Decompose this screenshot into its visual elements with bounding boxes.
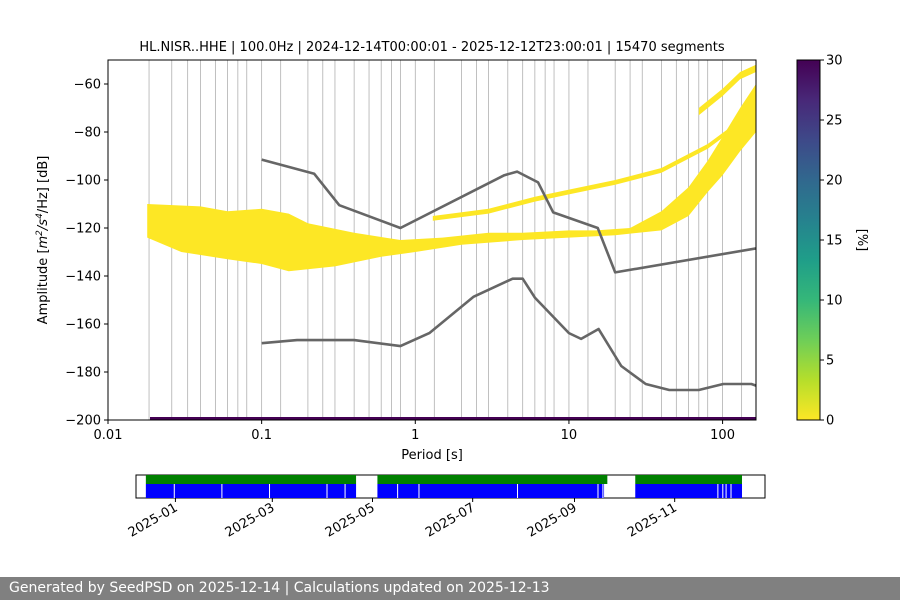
psd-gap-mark <box>597 484 599 498</box>
ppsd-plot-area: −60 −80 −100 −120 −140 −160 −180 −200 0.01 0.1 1 1… <box>65 59 757 443</box>
chart-title: HL.NISR..HHE | 100.0Hz | 2024-12-14T00:0… <box>139 40 725 55</box>
y-axis-ticks: −60 −80 −100 −120 −140 −160 −180 −200 <box>65 78 108 429</box>
psd-gap-mark <box>602 484 604 498</box>
colorbar-tick-label: 10 <box>826 294 843 309</box>
colorbar-label: [%] <box>854 229 869 252</box>
y-tick-label: −120 <box>65 222 101 237</box>
timeline-tick-label: 2025-01 <box>126 500 181 540</box>
psd-gap-mark <box>717 484 719 498</box>
y-tick-label: −60 <box>74 78 101 93</box>
psd-gap-mark <box>517 484 519 498</box>
y-tick-label: −80 <box>74 126 101 141</box>
data-available-bar <box>377 475 608 484</box>
noise-floor-band <box>147 84 756 272</box>
noise-models <box>261 158 756 392</box>
colorbar-tick-label: 0 <box>826 414 834 429</box>
psd-gap-mark <box>730 484 732 498</box>
data-available-bar <box>145 475 357 484</box>
x-tick-label: 0.01 <box>94 428 123 443</box>
y-tick-label: −100 <box>65 174 101 189</box>
timeline-tick-label: 2025-05 <box>323 500 378 540</box>
data-available-bars <box>145 475 743 484</box>
psd-density-bands <box>147 64 756 272</box>
colorbar-tick-label: 30 <box>826 54 843 69</box>
psd-computed-bar <box>145 484 357 498</box>
top-tail-band <box>698 64 756 116</box>
footer-banner: Generated by SeedPSD on 2025-12-14 | Cal… <box>0 577 900 600</box>
timeline-tick-label: 2025-03 <box>223 500 278 540</box>
data-availability-timeline: 2025-01 2025-03 2025-05 2025-07 2025-09 2025-… <box>126 474 766 541</box>
psd-gap-mark <box>269 484 271 498</box>
y-axis-label: Amplitude [m2/s4/Hz] [dB] <box>35 156 51 325</box>
x-tick-label: 10 <box>561 428 578 443</box>
x-axis-ticks: 0.01 0.1 1 10 100 <box>94 420 735 443</box>
timeline-tick-label: 2025-11 <box>625 500 680 540</box>
colorbar-gradient <box>796 59 821 421</box>
psd-computed-bars <box>145 484 743 498</box>
psd-gap-mark <box>173 484 175 498</box>
lowest-bin-strip <box>150 417 756 420</box>
colorbar-tick-label: 15 <box>826 234 843 249</box>
x-tick-label: 0.1 <box>251 428 272 443</box>
psd-computed-bar <box>377 484 605 498</box>
x-tick-label: 1 <box>411 428 419 443</box>
psd-gap-mark <box>397 484 399 498</box>
plot-frame <box>107 59 757 421</box>
psd-gap-mark <box>344 484 346 498</box>
colorbar: 0 5 10 15 20 25 30 [%] <box>796 54 869 429</box>
timeline-ticks: 2025-01 2025-03 2025-05 2025-07 2025-09 2025-… <box>126 498 680 541</box>
psd-gap-marks <box>173 484 732 498</box>
psd-gap-mark <box>326 484 328 498</box>
psd-gap-mark <box>418 484 420 498</box>
colorbar-tick-label: 20 <box>826 174 843 189</box>
nlnm-curve <box>261 277 756 392</box>
y-tick-label: −180 <box>65 366 101 381</box>
timeline-tick-label: 2025-09 <box>525 500 580 540</box>
y-tick-label: −200 <box>65 414 101 429</box>
y-tick-label: −160 <box>65 318 101 333</box>
psd-gap-mark <box>725 484 727 498</box>
psd-gap-mark <box>722 484 724 498</box>
psd-gap-mark <box>221 484 223 498</box>
x-axis-label: Period [s] <box>401 448 463 463</box>
data-available-bar <box>635 475 743 484</box>
x-tick-label: 100 <box>710 428 735 443</box>
colorbar-tick-label: 5 <box>826 354 834 369</box>
colorbar-tick-label: 25 <box>826 114 843 129</box>
nhnm-curve <box>261 158 756 274</box>
colorbar-ticks: 0 5 10 15 20 25 30 <box>820 54 843 429</box>
y-tick-label: −140 <box>65 270 101 285</box>
timeline-tick-label: 2025-07 <box>423 500 478 540</box>
psd-computed-bar <box>635 484 743 498</box>
